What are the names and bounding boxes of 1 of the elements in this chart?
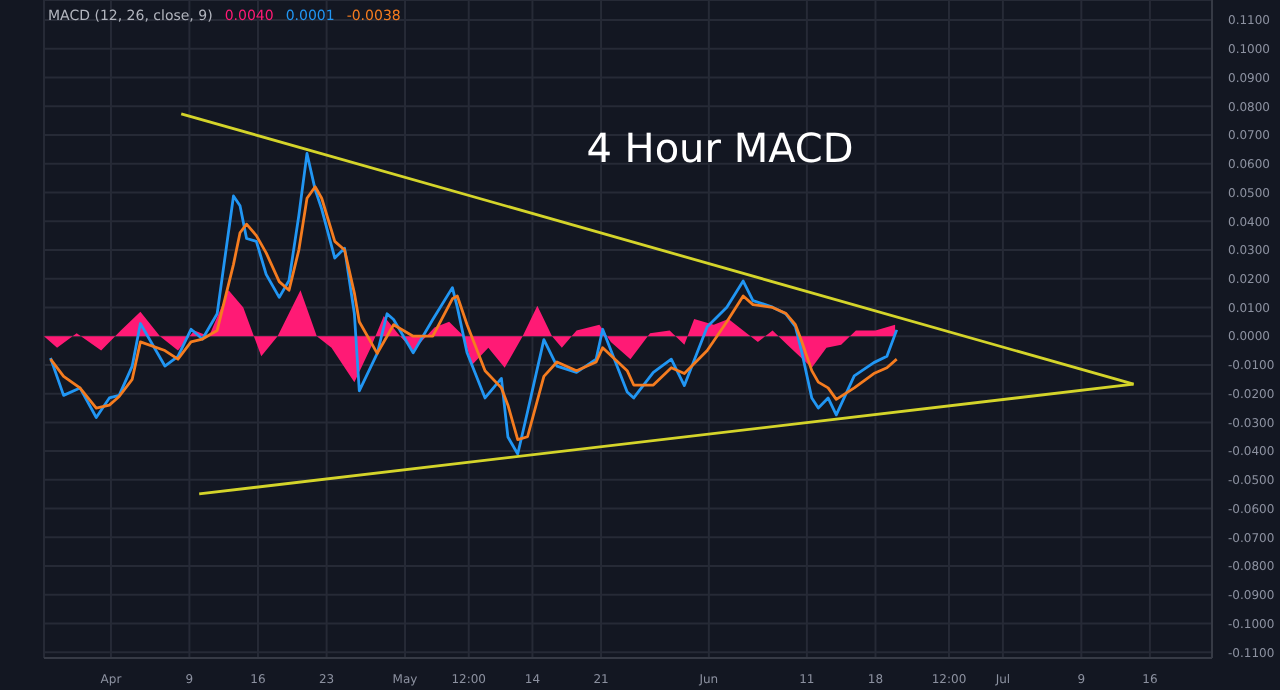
- text: 4 Hour MACD: [584, 124, 856, 172]
